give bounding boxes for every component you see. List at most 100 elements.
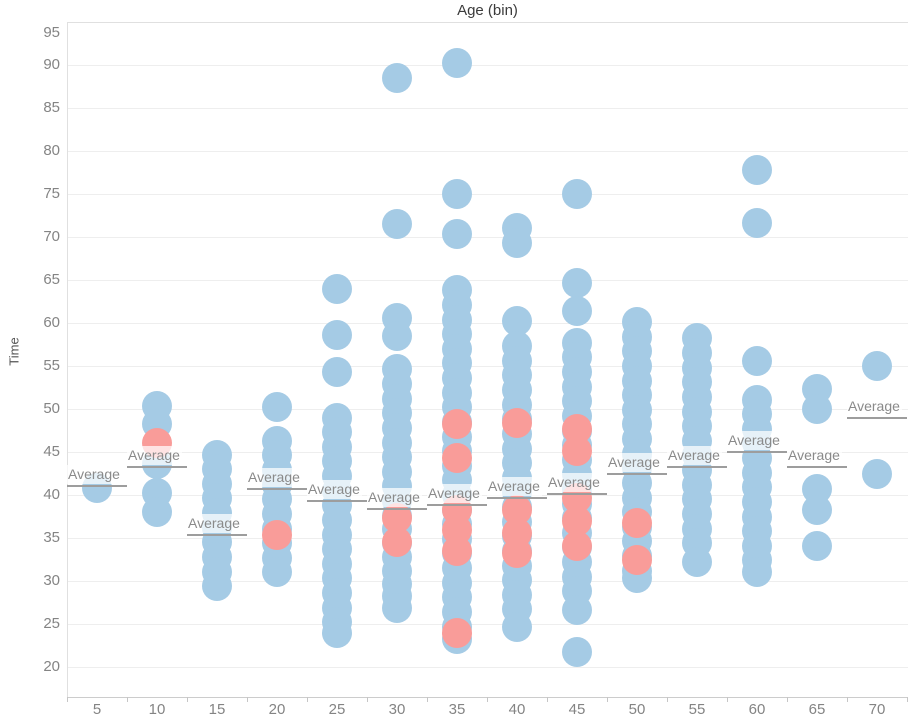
average-reference-line[interactable] (67, 484, 127, 487)
data-point[interactable] (562, 436, 592, 467)
data-point[interactable] (442, 218, 472, 249)
data-point[interactable] (322, 357, 352, 388)
average-reference-label: Average (727, 431, 782, 450)
gridline (67, 624, 908, 625)
average-reference-line[interactable] (487, 497, 547, 500)
average-reference-line[interactable] (787, 466, 847, 469)
y-tick-label: 40 (43, 486, 60, 503)
x-tick (367, 697, 368, 702)
gridline (67, 194, 908, 195)
data-point[interactable] (682, 547, 712, 578)
data-point[interactable] (562, 530, 592, 561)
y-tick-label: 80 (43, 142, 60, 159)
average-reference-label: Average (487, 477, 542, 497)
data-point[interactable] (382, 62, 412, 93)
x-tick (547, 697, 548, 702)
y-axis-title: Time (6, 337, 22, 366)
data-point[interactable] (742, 154, 772, 185)
x-tick-label: 25 (328, 701, 346, 718)
data-point[interactable] (442, 535, 472, 566)
x-tick-label: 65 (808, 701, 826, 718)
x-tick (847, 697, 848, 702)
data-point[interactable] (382, 320, 412, 351)
data-point[interactable] (802, 530, 832, 561)
data-point[interactable] (202, 571, 232, 602)
y-tick-label: 45 (43, 443, 60, 460)
average-reference-label: Average (307, 480, 362, 500)
x-tick (187, 697, 188, 702)
data-point[interactable] (802, 394, 832, 424)
data-point[interactable] (442, 179, 472, 209)
data-point[interactable] (622, 545, 652, 576)
average-reference-line[interactable] (727, 451, 787, 453)
average-reference-line[interactable] (307, 500, 367, 503)
average-reference-line[interactable] (427, 504, 487, 507)
gridline (67, 667, 908, 668)
data-point[interactable] (382, 209, 412, 240)
data-point[interactable] (442, 408, 472, 439)
average-reference-line[interactable] (127, 466, 187, 469)
average-reference-label: Average (127, 446, 182, 466)
data-point[interactable] (562, 268, 592, 299)
x-tick-label: 35 (448, 701, 466, 718)
gridline (67, 280, 908, 281)
gridline (67, 323, 908, 324)
data-point[interactable] (142, 497, 172, 528)
gridline (67, 108, 908, 109)
y-tick-label: 20 (43, 658, 60, 675)
average-reference-label: Average (187, 513, 242, 533)
data-point[interactable] (742, 345, 772, 376)
average-reference-label: Average (427, 484, 482, 504)
data-point[interactable] (262, 520, 292, 551)
average-reference-line[interactable] (247, 487, 307, 490)
data-point[interactable] (322, 618, 352, 649)
average-reference-line[interactable] (667, 465, 727, 468)
y-tick-label: 85 (43, 99, 60, 116)
y-tick-label: 90 (43, 56, 60, 73)
data-point[interactable] (622, 508, 652, 539)
average-reference-line[interactable] (607, 472, 667, 475)
average-reference-line[interactable] (367, 507, 427, 510)
data-point[interactable] (442, 48, 472, 79)
average-reference-line[interactable] (847, 417, 907, 420)
data-point[interactable] (562, 295, 592, 326)
data-point[interactable] (262, 392, 292, 423)
x-tick (427, 697, 428, 702)
plot-top-border (67, 22, 908, 23)
data-point[interactable] (862, 458, 892, 489)
data-point[interactable] (442, 617, 472, 648)
x-tick-label: 20 (268, 701, 286, 718)
data-point[interactable] (742, 208, 772, 239)
y-tick-label: 65 (43, 271, 60, 288)
data-point[interactable] (502, 612, 532, 643)
data-point[interactable] (802, 494, 832, 525)
y-axis-line (67, 22, 68, 697)
data-point[interactable] (502, 228, 532, 259)
y-tick-label: 95 (43, 24, 60, 41)
average-reference-label: Average (547, 473, 602, 493)
x-tick (667, 697, 668, 702)
y-tick-label: 60 (43, 314, 60, 331)
data-point[interactable] (562, 637, 592, 668)
average-reference-line[interactable] (187, 533, 247, 536)
data-point[interactable] (262, 557, 292, 588)
x-tick-label: 70 (868, 701, 886, 718)
data-point[interactable] (502, 407, 532, 438)
data-point[interactable] (382, 527, 412, 558)
data-point[interactable] (862, 351, 892, 381)
data-point[interactable] (322, 274, 352, 305)
data-point[interactable] (322, 320, 352, 351)
data-point[interactable] (562, 179, 592, 209)
average-reference-line[interactable] (547, 493, 607, 496)
x-tick-label: 30 (388, 701, 406, 718)
data-point[interactable] (742, 557, 772, 588)
x-tick-label: 10 (148, 701, 166, 718)
data-point[interactable] (382, 592, 412, 623)
x-tick-label: 5 (92, 701, 102, 718)
average-reference-label: Average (367, 487, 422, 507)
data-point[interactable] (562, 595, 592, 626)
gridline (67, 65, 908, 66)
data-point[interactable] (442, 443, 472, 474)
data-point[interactable] (502, 538, 532, 569)
